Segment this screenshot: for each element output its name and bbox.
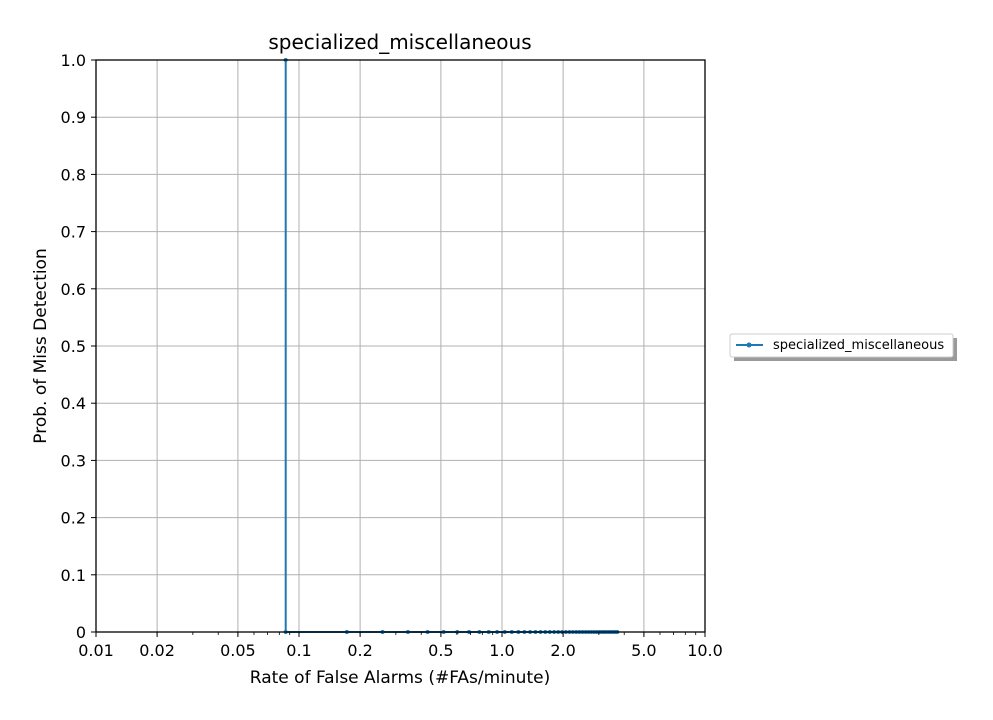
legend-dot-marker <box>746 342 752 348</box>
x-axis-ticks: 0.01 0.02 0.05 0.1 0.2 0.5 1.0 2.0 5.0 10.0 <box>78 632 723 660</box>
grid-lines <box>96 60 705 632</box>
y-tick-label: 1.0 <box>61 51 86 70</box>
chart-title: specialized_miscellaneous <box>268 30 531 54</box>
x-tick-label: 0.5 <box>428 641 453 660</box>
y-tick-label: 0.7 <box>61 223 86 242</box>
legend-entry-label: specialized_miscellaneous <box>773 338 944 353</box>
x-tick-label: 10.0 <box>687 641 723 660</box>
y-tick-label: 0.5 <box>61 337 86 356</box>
y-tick-label: 0 <box>76 623 86 642</box>
x-tick-label: 0.05 <box>220 641 256 660</box>
x-tick-label: 0.01 <box>78 641 114 660</box>
y-tick-label: 0.8 <box>61 165 86 184</box>
x-tick-label: 2.0 <box>550 641 575 660</box>
y-tick-label: 0.2 <box>61 509 86 528</box>
x-axis-label: Rate of False Alarms (#FAs/minute) <box>250 668 550 688</box>
y-axis-label: Prob. of Miss Detection <box>31 248 51 443</box>
y-tick-label: 0.4 <box>61 394 86 413</box>
y-tick-label: 0.6 <box>61 280 86 299</box>
y-axis-ticks: 0 0.1 0.2 0.3 0.4 0.5 0.6 0.7 0.8 0.9 1.0 <box>61 51 96 642</box>
y-tick-label: 0.1 <box>61 566 86 585</box>
x-tick-label: 0.2 <box>347 641 372 660</box>
legend-box <box>729 333 954 358</box>
x-tick-label: 0.02 <box>139 641 175 660</box>
legend: specialized_miscellaneous <box>729 333 957 361</box>
x-tick-label: 1.0 <box>489 641 514 660</box>
x-tick-label: 0.1 <box>286 641 311 660</box>
y-tick-label: 0.9 <box>61 108 86 127</box>
x-tick-label: 5.0 <box>631 641 656 660</box>
y-tick-label: 0.3 <box>61 451 86 470</box>
